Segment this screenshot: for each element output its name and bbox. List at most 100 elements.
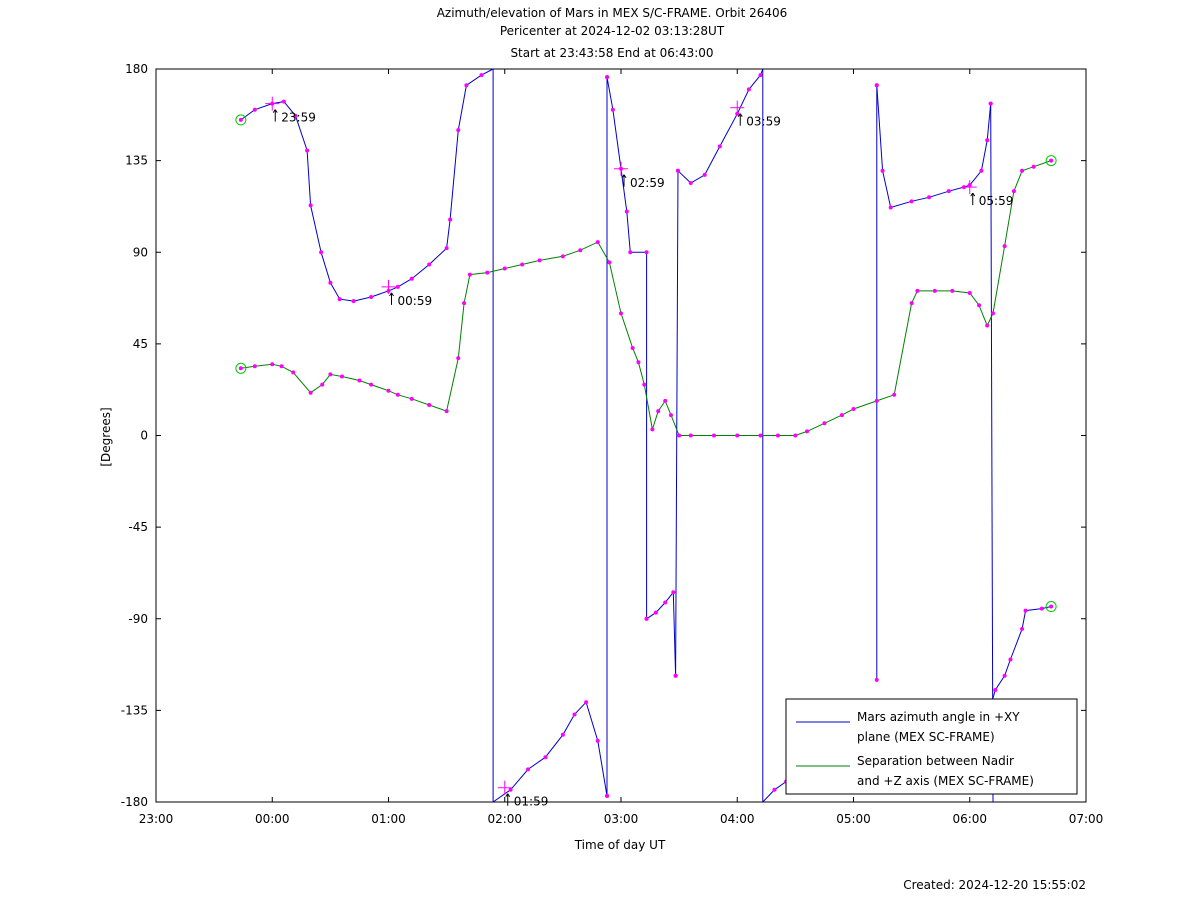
separation-data-point: [502, 266, 507, 271]
separation-endpoint-marker: [235, 362, 247, 374]
chart-title-line-3: Start at 23:43:58 End at 06:43:00: [510, 46, 713, 60]
separation-data-point: [650, 427, 655, 432]
annotation-arrow-head: [505, 793, 509, 798]
annotation-arrow-head: [507, 793, 511, 798]
azimuth-series-line: [677, 68, 764, 184]
separation-data-point: [537, 258, 542, 263]
azimuth-data-point: [605, 75, 610, 80]
x-tick-label: 01:00: [371, 812, 406, 826]
separation-data-point: [1020, 168, 1025, 173]
x-tick-label: 00:00: [255, 812, 290, 826]
azimuth-data-point: [1049, 604, 1054, 609]
separation-data-point: [977, 303, 982, 308]
separation-data-point: [427, 402, 432, 407]
legend: Mars azimuth angle in +XY plane (MEX SC-…: [785, 698, 1078, 795]
separation-data-point: [636, 360, 641, 365]
separation-data-point: [619, 311, 623, 316]
time-annotation-label: 23:59: [281, 111, 316, 125]
separation-data-point: [238, 366, 243, 371]
separation-data-point: [909, 301, 914, 306]
separation-data-point: [456, 356, 461, 361]
azimuth-data-point: [610, 107, 615, 112]
separation-data-point: [369, 382, 374, 387]
y-tick-label: 90: [133, 245, 148, 259]
azimuth-data-point: [671, 590, 676, 595]
separation-data-point: [607, 260, 612, 265]
separation-data-point: [1002, 244, 1007, 249]
azimuth-data-point: [595, 738, 600, 743]
separation-data-point: [1049, 158, 1054, 163]
separation-data-point: [805, 429, 809, 434]
separation-data-point: [462, 301, 467, 306]
azimuth-data-point: [281, 99, 286, 104]
separation-data-point: [630, 345, 635, 350]
legend-label-separation-line-2: and +Z axis (MEX SC-FRAME): [857, 774, 1034, 788]
separation-data-point: [839, 413, 844, 418]
annotation-arrow-head: [621, 174, 625, 179]
azimuth-data-point: [628, 250, 633, 255]
azimuth-data-point: [675, 168, 680, 173]
y-tick-label: -135: [121, 703, 148, 717]
azimuth-data-point: [988, 101, 993, 106]
azimuth-data-point: [688, 181, 693, 186]
annotation-arrow-head: [739, 113, 743, 117]
y-tick-label: -180: [121, 795, 148, 809]
separation-data-point: [712, 433, 716, 438]
azimuth-data-point: [448, 217, 453, 222]
azimuth-data-point: [663, 600, 668, 605]
azimuth-data-point: [653, 610, 658, 615]
axes: 23:00 00:00 01:00 02:00 03:00 04:00 05:00 06:00…: [121, 62, 1104, 826]
azimuth-series-line: [675, 170, 679, 676]
x-tick-label: 04:00: [720, 812, 755, 826]
azimuth-data-point: [1020, 626, 1025, 631]
azimuth-data-point: [1023, 608, 1028, 613]
azimuth-data-point: [758, 73, 763, 78]
data-markers: [235, 73, 1057, 798]
separation-data-point: [775, 433, 780, 438]
separation-data-point: [892, 392, 897, 397]
y-tick-label: 180: [125, 62, 148, 76]
azimuth-series-line: [762, 781, 787, 803]
azimuth-data-point: [572, 712, 577, 717]
azimuth-data-point: [1039, 606, 1044, 611]
separation-data-point: [688, 433, 693, 438]
separation-data-point: [991, 311, 995, 316]
separation-data-point: [851, 407, 856, 412]
y-axis-label: [Degrees]: [99, 407, 113, 466]
azimuth-data-point: [409, 276, 414, 281]
separation-data-point: [485, 270, 490, 275]
separation-data-point: [932, 288, 937, 293]
separation-data-point: [279, 364, 284, 369]
azimuth-data-point: [508, 787, 513, 792]
separation-data-point: [395, 392, 400, 397]
time-annotation-label: 05:59: [979, 194, 1014, 208]
azimuth-series-line: [240, 68, 494, 302]
x-tick-label: 03:00: [604, 812, 639, 826]
separation-data-point: [320, 382, 325, 387]
azimuth-data-point: [880, 168, 885, 173]
legend-label-azimuth-line-2: plane (MEX SC-FRAME): [857, 730, 995, 744]
annotation-arrow-head: [623, 174, 627, 179]
azimuth-data-point: [605, 793, 610, 798]
separation-data-point: [793, 433, 798, 438]
azimuth-data-point: [993, 688, 998, 693]
y-tick-label: 135: [125, 154, 148, 168]
x-tick-label: 05:00: [836, 812, 871, 826]
x-tick-label: 02:00: [487, 812, 522, 826]
azimuth-data-point: [979, 168, 984, 173]
chart-title: Azimuth/elevation of Mars in MEX S/C-FRA…: [437, 6, 788, 60]
azimuth-endpoint-marker: [1045, 601, 1057, 613]
separation-series-line: [240, 160, 1052, 436]
separation-data-point: [291, 370, 296, 375]
separation-data-point: [560, 254, 565, 259]
separation-data-point: [677, 433, 682, 438]
y-tick-label: -90: [128, 612, 148, 626]
legend-label-separation-line-1: Separation between Nadir: [857, 754, 1014, 768]
separation-data-point: [467, 272, 472, 277]
separation-data-point: [308, 390, 313, 395]
azimuth-data-point: [543, 755, 548, 760]
annotation-arrow-head: [391, 292, 394, 297]
separation-data-point: [444, 409, 449, 414]
y-tick-label: -45: [128, 520, 148, 534]
azimuth-data-point: [746, 87, 751, 92]
